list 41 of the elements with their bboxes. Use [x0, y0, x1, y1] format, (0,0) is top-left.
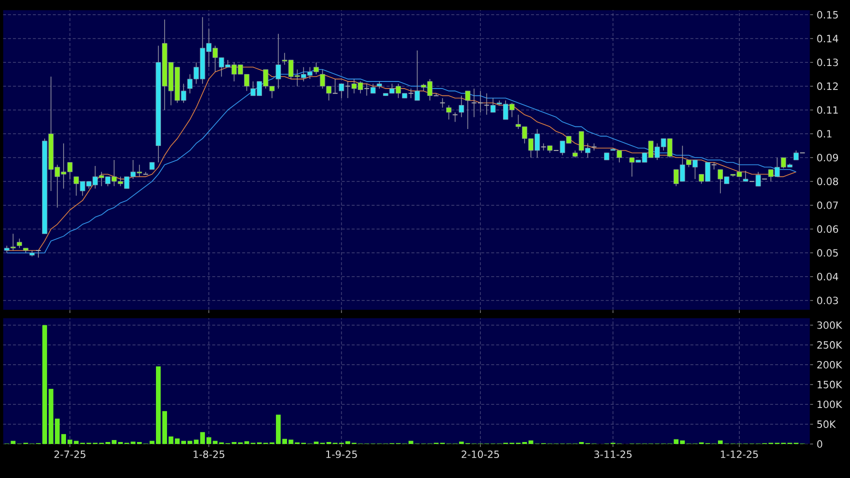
x-tick-label: 2-7-25 — [54, 450, 86, 458]
candlestick — [452, 112, 458, 122]
candlestick — [711, 162, 717, 170]
y-tick-label: 250K — [817, 341, 842, 349]
y-tick-label: 0.1 — [817, 130, 832, 138]
y-tick-label: 200K — [817, 360, 842, 369]
x-tick-label: 1-12-25 — [720, 450, 758, 458]
y-tick-label: 0.11 — [817, 106, 838, 114]
y-tick-label: 0.07 — [817, 201, 838, 210]
candlestick — [465, 90, 470, 130]
y-tick-label: 0.08 — [817, 178, 838, 186]
x-tick-label: 1-9-25 — [326, 450, 357, 458]
candlestick — [364, 83, 370, 96]
candlestick — [344, 81, 351, 98]
candlestick — [458, 95, 464, 118]
candlestick — [332, 78, 338, 94]
y-tick-label: 0.14 — [817, 34, 838, 42]
y-tick-label: 0 — [817, 440, 822, 448]
candlestick — [276, 33, 281, 89]
candlestick — [484, 92, 490, 116]
y-tick-label: 0.03 — [817, 296, 838, 304]
y-tick-label: 100K — [818, 400, 842, 408]
candlestick — [446, 104, 452, 120]
y-tick-label: 0.15 — [817, 10, 838, 19]
candlestick — [540, 142, 546, 151]
x-tick-label: 1-8-25 — [194, 450, 224, 458]
candlestick — [440, 98, 446, 108]
y-tick-label: 50K — [817, 420, 836, 428]
y-tick-label: 150K — [818, 380, 842, 388]
y-tick-label: 0.04 — [817, 272, 838, 280]
y-tick-label: 300K — [817, 321, 842, 329]
x-tick-label: 3-11-25 — [594, 450, 632, 458]
y-tick-label: 0.12 — [817, 82, 838, 90]
y-tick-label: 0.05 — [817, 249, 838, 257]
y-tick-label: 0.13 — [817, 58, 838, 66]
x-tick-label: 2-10-25 — [462, 450, 499, 458]
candlestick — [591, 142, 597, 151]
y-tick-label: 0.09 — [817, 154, 838, 162]
candlestick — [408, 88, 414, 98]
y-tick-label: 0.06 — [817, 225, 838, 233]
candlestick — [16, 238, 22, 248]
